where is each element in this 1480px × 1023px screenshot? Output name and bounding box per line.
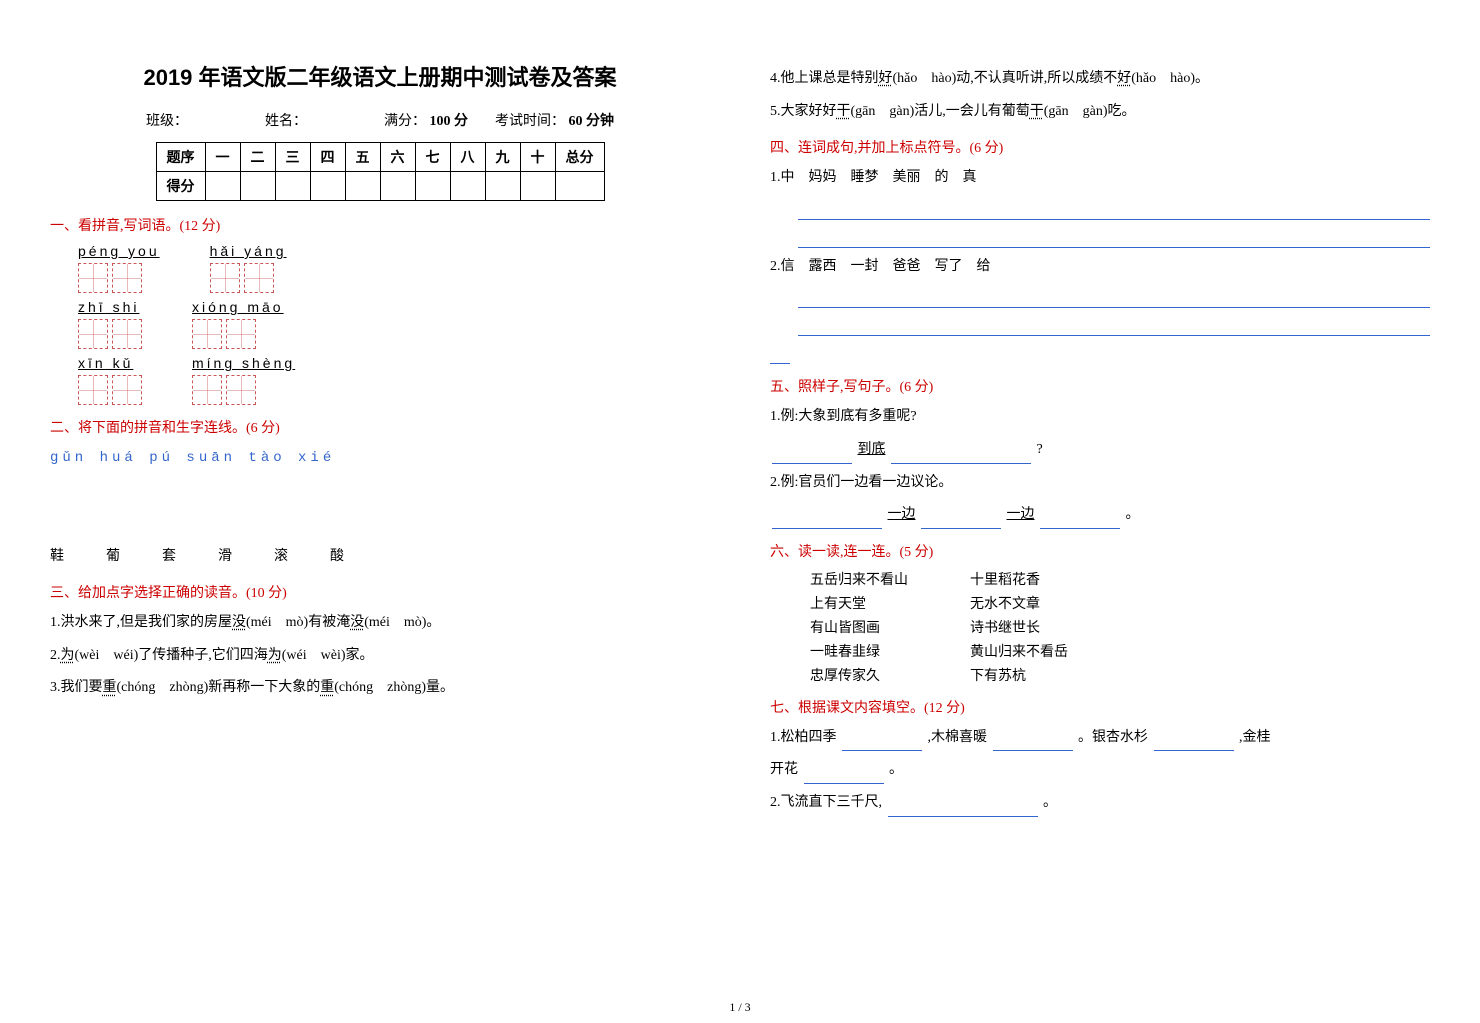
score-row-header: 题序 一 二 三 四 五 六 七 八 九 十 总分 [156,143,604,172]
section-1-head: 一、看拼音,写词语。(12 分) [50,215,710,235]
full-value: 100 分 [430,114,469,129]
blank [804,768,884,784]
col: 五 [345,143,380,172]
blank [772,448,852,464]
t: ,金桂 [1239,730,1271,745]
time-label: 考试时间： [495,114,565,129]
pinyin-write-area: péng youhǎi yángzhī shixióng māoxīn kǔmí… [50,243,710,405]
score-table: 题序 一 二 三 四 五 六 七 八 九 十 总分 得分 [156,142,605,201]
t: ,木棉喜暖 [928,730,988,745]
s3-item: 4.他上课总是特别好(hǎo hào)动,不认真听讲,所以成绩不好(hǎo hà… [770,66,1430,93]
s7-line2: 2.飞流直下三千尺, 。 [770,790,1430,817]
s3-item: 5.大家好好干(gān gàn)活儿,一会儿有葡萄干(gān gàn)吃。 [770,99,1430,126]
t: 。 [889,762,903,777]
s2-gap [50,478,710,538]
blank [1040,513,1120,529]
blank [772,513,882,529]
s5-fill2: 一边 一边 。 [770,502,1430,529]
section-2-head: 二、将下面的拼音和生字连线。(6 分) [50,417,710,437]
answer-blank [798,314,1430,336]
s5-eg2: 2.例:官员们一边看一边议论。 [770,470,1430,497]
section-7-head: 七、根据课文内容填空。(12 分) [770,697,1430,717]
t: 1.松柏四季 [770,730,837,745]
blank [993,735,1073,751]
t: 。 [1043,795,1057,810]
section-5-head: 五、照样子,写句子。(6 分) [770,376,1430,396]
col: 四 [310,143,345,172]
t: 开花 [770,762,798,777]
name-label: 姓名： [265,114,307,129]
exam-title: 2019 年语文版二年级语文上册期中测试卷及答案 [50,60,710,92]
blank [891,448,1031,464]
row1-head: 题序 [156,143,205,172]
col: 十 [520,143,555,172]
fill-mid: 到底 [858,442,886,457]
right-column: 4.他上课总是特别好(hǎo hào)动,不认真听讲,所以成绩不好(hǎo hà… [770,60,1430,823]
t: 。银杏水杉 [1078,730,1148,745]
page-number: 1 / 3 [729,1000,750,1015]
fill-a: 一边 [888,507,916,522]
qmark: ? [1037,442,1043,457]
meta-row: 班级： 姓名： 满分： 100 分 考试时间： 60 分钟 [50,110,710,130]
s3-item: 2.为(wèi wéi)了传播种子,它们四海为(wéi wèi)家。 [50,643,710,670]
col-total: 总分 [555,143,604,172]
s4-item: 1.中 妈妈 睡梦 美丽 的 真 [770,165,1430,192]
blank [1154,735,1234,751]
s2-pinyin: gǔn huá pú suān tào xié [50,445,710,472]
answer-blank [798,226,1430,248]
full-label: 满分： [384,114,426,129]
answer-blank [798,286,1430,308]
s3-item: 3.我们要重(chóng zhòng)新再称一下大象的重(chóng zhòng… [50,675,710,702]
row2-head: 得分 [156,172,205,201]
s5-eg1: 1.例:大象到底有多重呢? [770,404,1430,431]
score-row-blank: 得分 [156,172,604,201]
col: 九 [485,143,520,172]
s3-item: 1.洪水来了,但是我们家的房屋没(méi mò)有被淹没(méi mò)。 [50,610,710,637]
s2-hanzi: 鞋 葡 套 滑 滚 酸 [50,544,710,571]
s4-item: 2.信 露西 一封 爸爸 写了 给 [770,254,1430,281]
left-column: 2019 年语文版二年级语文上册期中测试卷及答案 班级： 姓名： 满分： 100… [50,60,710,823]
blank [888,801,1038,817]
t: 2.飞流直下三千尺, [770,795,882,810]
section-6-head: 六、读一读,连一连。(5 分) [770,541,1430,561]
class-label: 班级： [146,114,188,129]
page-columns: 2019 年语文版二年级语文上册期中测试卷及答案 班级： 姓名： 满分： 100… [50,60,1430,823]
fill-b: 一边 [1007,507,1035,522]
section-3-head: 三、给加点字选择正确的读音。(10 分) [50,582,710,602]
col: 三 [275,143,310,172]
answer-blank-short [770,342,790,364]
match-pairs: 五岳归来不看山十里稻花香上有天堂无水不文章有山皆图画诗书继世长一畦春韭绿黄山归来… [770,569,1430,685]
s5-fill1: 到底 ? [770,437,1430,464]
time-value: 60 分钟 [569,114,615,129]
col: 一 [205,143,240,172]
s7-line1: 1.松柏四季 ,木棉喜暖 。银杏水杉 ,金桂 [770,725,1430,752]
col: 六 [380,143,415,172]
blank [842,735,922,751]
col: 二 [240,143,275,172]
col: 七 [415,143,450,172]
period: 。 [1126,507,1140,522]
col: 八 [450,143,485,172]
answer-blank [798,198,1430,220]
blank [921,513,1001,529]
s7-line1b: 开花 。 [770,757,1430,784]
section-4-head: 四、连词成句,并加上标点符号。(6 分) [770,137,1430,157]
